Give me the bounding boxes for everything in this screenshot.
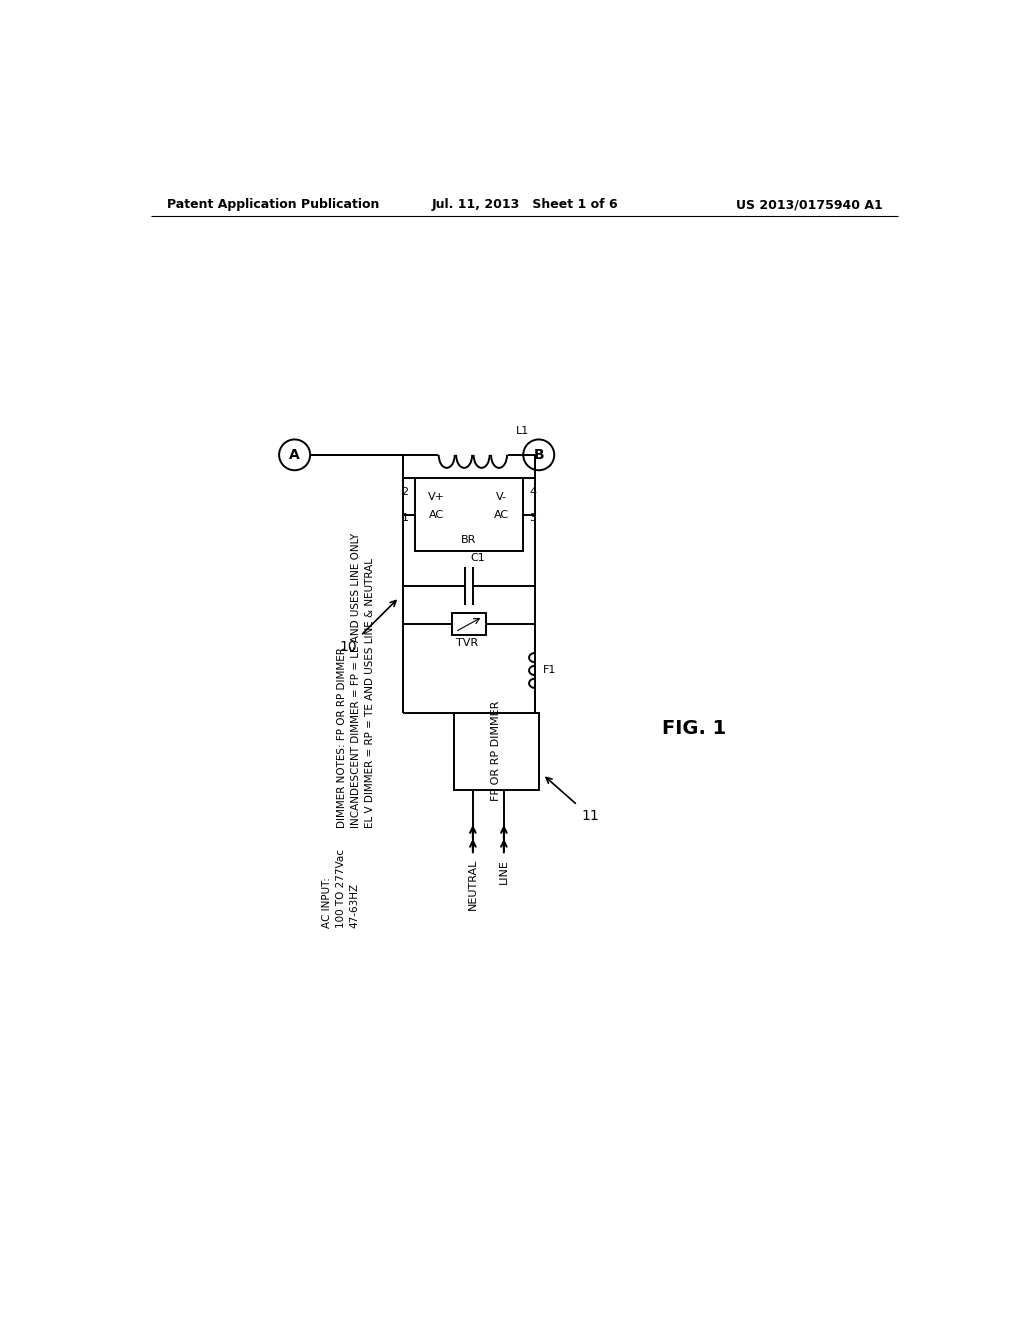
Text: TVR: TVR [457, 638, 478, 648]
Text: EL V DIMMER = RP = TE AND USES LINE & NEUTRAL: EL V DIMMER = RP = TE AND USES LINE & NE… [366, 558, 375, 829]
Text: US 2013/0175940 A1: US 2013/0175940 A1 [736, 198, 883, 211]
Text: 10: 10 [339, 640, 356, 653]
Text: V-: V- [496, 492, 507, 502]
Text: INCANDESCENT DIMMER = FP = LE AND USES LINE ONLY: INCANDESCENT DIMMER = FP = LE AND USES L… [351, 533, 361, 829]
Text: FP OR RP DIMMER: FP OR RP DIMMER [492, 701, 501, 801]
Text: V+: V+ [428, 492, 445, 502]
Text: LINE: LINE [500, 859, 509, 884]
Text: C1: C1 [471, 553, 485, 562]
Bar [452, 614, 486, 635]
Text: 47-63HZ: 47-63HZ [349, 883, 359, 928]
Bar [415, 478, 523, 552]
Text: AC: AC [494, 510, 509, 520]
Text: AC: AC [429, 510, 444, 520]
Text: 3: 3 [529, 513, 537, 523]
Text: A: A [289, 447, 300, 462]
Text: AC INPUT:: AC INPUT: [322, 878, 332, 928]
Text: 100 TO 277Vac: 100 TO 277Vac [336, 849, 346, 928]
Text: F1: F1 [543, 665, 556, 676]
Text: 1: 1 [401, 513, 409, 523]
Text: Patent Application Publication: Patent Application Publication [167, 198, 379, 211]
Text: BR: BR [462, 535, 477, 545]
Text: L1: L1 [515, 425, 528, 436]
Text: B: B [534, 447, 544, 462]
Text: Jul. 11, 2013   Sheet 1 of 6: Jul. 11, 2013 Sheet 1 of 6 [431, 198, 618, 211]
Text: FIG. 1: FIG. 1 [662, 718, 726, 738]
Text: 2: 2 [401, 487, 409, 498]
Bar [454, 713, 539, 789]
Text: 4: 4 [529, 487, 537, 498]
Text: NEUTRAL: NEUTRAL [468, 859, 478, 911]
Text: DIMMER NOTES: FP OR RP DIMMER: DIMMER NOTES: FP OR RP DIMMER [337, 647, 347, 829]
Text: 11: 11 [582, 809, 599, 824]
